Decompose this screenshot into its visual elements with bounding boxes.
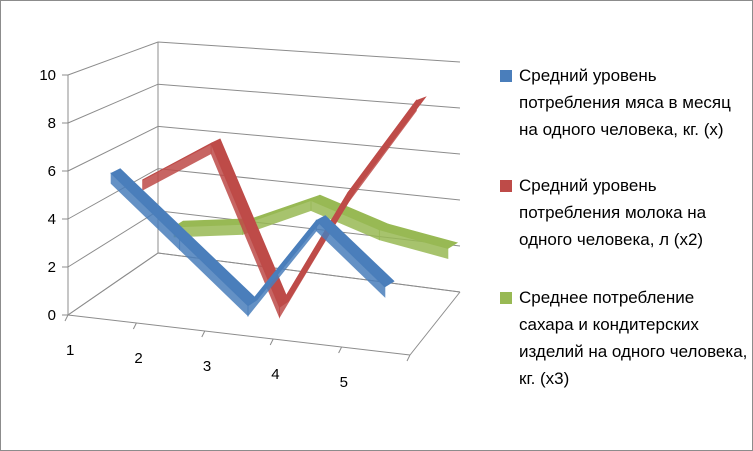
x-tick-mark — [338, 346, 343, 354]
gridline — [67, 125, 461, 172]
x-tick-label: 3 — [203, 358, 211, 375]
legend-swatch-milk — [500, 180, 512, 192]
gridline — [67, 168, 461, 220]
series-segment-face — [315, 219, 386, 298]
legend-item-sugar: Среднее потребление сахара и кондитерски… — [500, 284, 750, 392]
x-tick-mark — [132, 322, 137, 330]
x-tick-labels: 1 2 3 4 5 — [64, 314, 411, 391]
series-1 — [142, 96, 427, 319]
x-tick-label: 1 — [66, 342, 74, 359]
floor-right-edge — [409, 291, 461, 356]
x-tick-label: 5 — [340, 374, 348, 391]
y-tick-label: 6 — [48, 163, 56, 180]
y-tick-labels: 0 2 4 6 8 10 — [39, 67, 68, 324]
x-tick-mark — [201, 330, 206, 338]
x-tick-label: 4 — [271, 366, 279, 383]
legend-swatch-sugar — [500, 292, 512, 304]
x-axis-line — [67, 314, 411, 356]
legend-label-meat: Средний уровень потребления мяса в месяц… — [519, 66, 731, 139]
x-tick-mark — [64, 314, 69, 322]
y-tick-label: 2 — [48, 259, 56, 276]
gridline — [67, 252, 461, 316]
legend-item-milk: Средний уровень потребления молока на од… — [500, 172, 750, 284]
x-tick-mark — [269, 338, 274, 346]
y-tick-label: 4 — [48, 211, 56, 228]
y-tick-label: 0 — [48, 307, 56, 324]
y-tick-label: 10 — [39, 67, 56, 84]
series-0 — [110, 168, 395, 317]
series-segment-face — [378, 229, 449, 259]
legend-item-meat: Средний уровень потребления мяса в месяц… — [500, 62, 750, 143]
x-tick-label: 2 — [134, 350, 142, 367]
series-segment-face — [347, 99, 417, 205]
x-tick-mark — [406, 354, 411, 362]
y-tick-label: 8 — [48, 115, 56, 132]
legend: Средний уровень потребления мяса в месяц… — [500, 62, 750, 392]
legend-swatch-meat — [500, 70, 512, 82]
series-segment-face — [179, 238, 249, 317]
series-segment — [178, 233, 258, 307]
series-segment-face — [142, 142, 212, 191]
legend-label-milk: Средний уровень потребления молока на од… — [519, 176, 707, 249]
gridline — [67, 41, 461, 76]
series-layer — [110, 96, 459, 319]
legend-label-sugar: Среднее потребление сахара и кондитерски… — [519, 288, 748, 388]
gridline — [67, 83, 461, 124]
